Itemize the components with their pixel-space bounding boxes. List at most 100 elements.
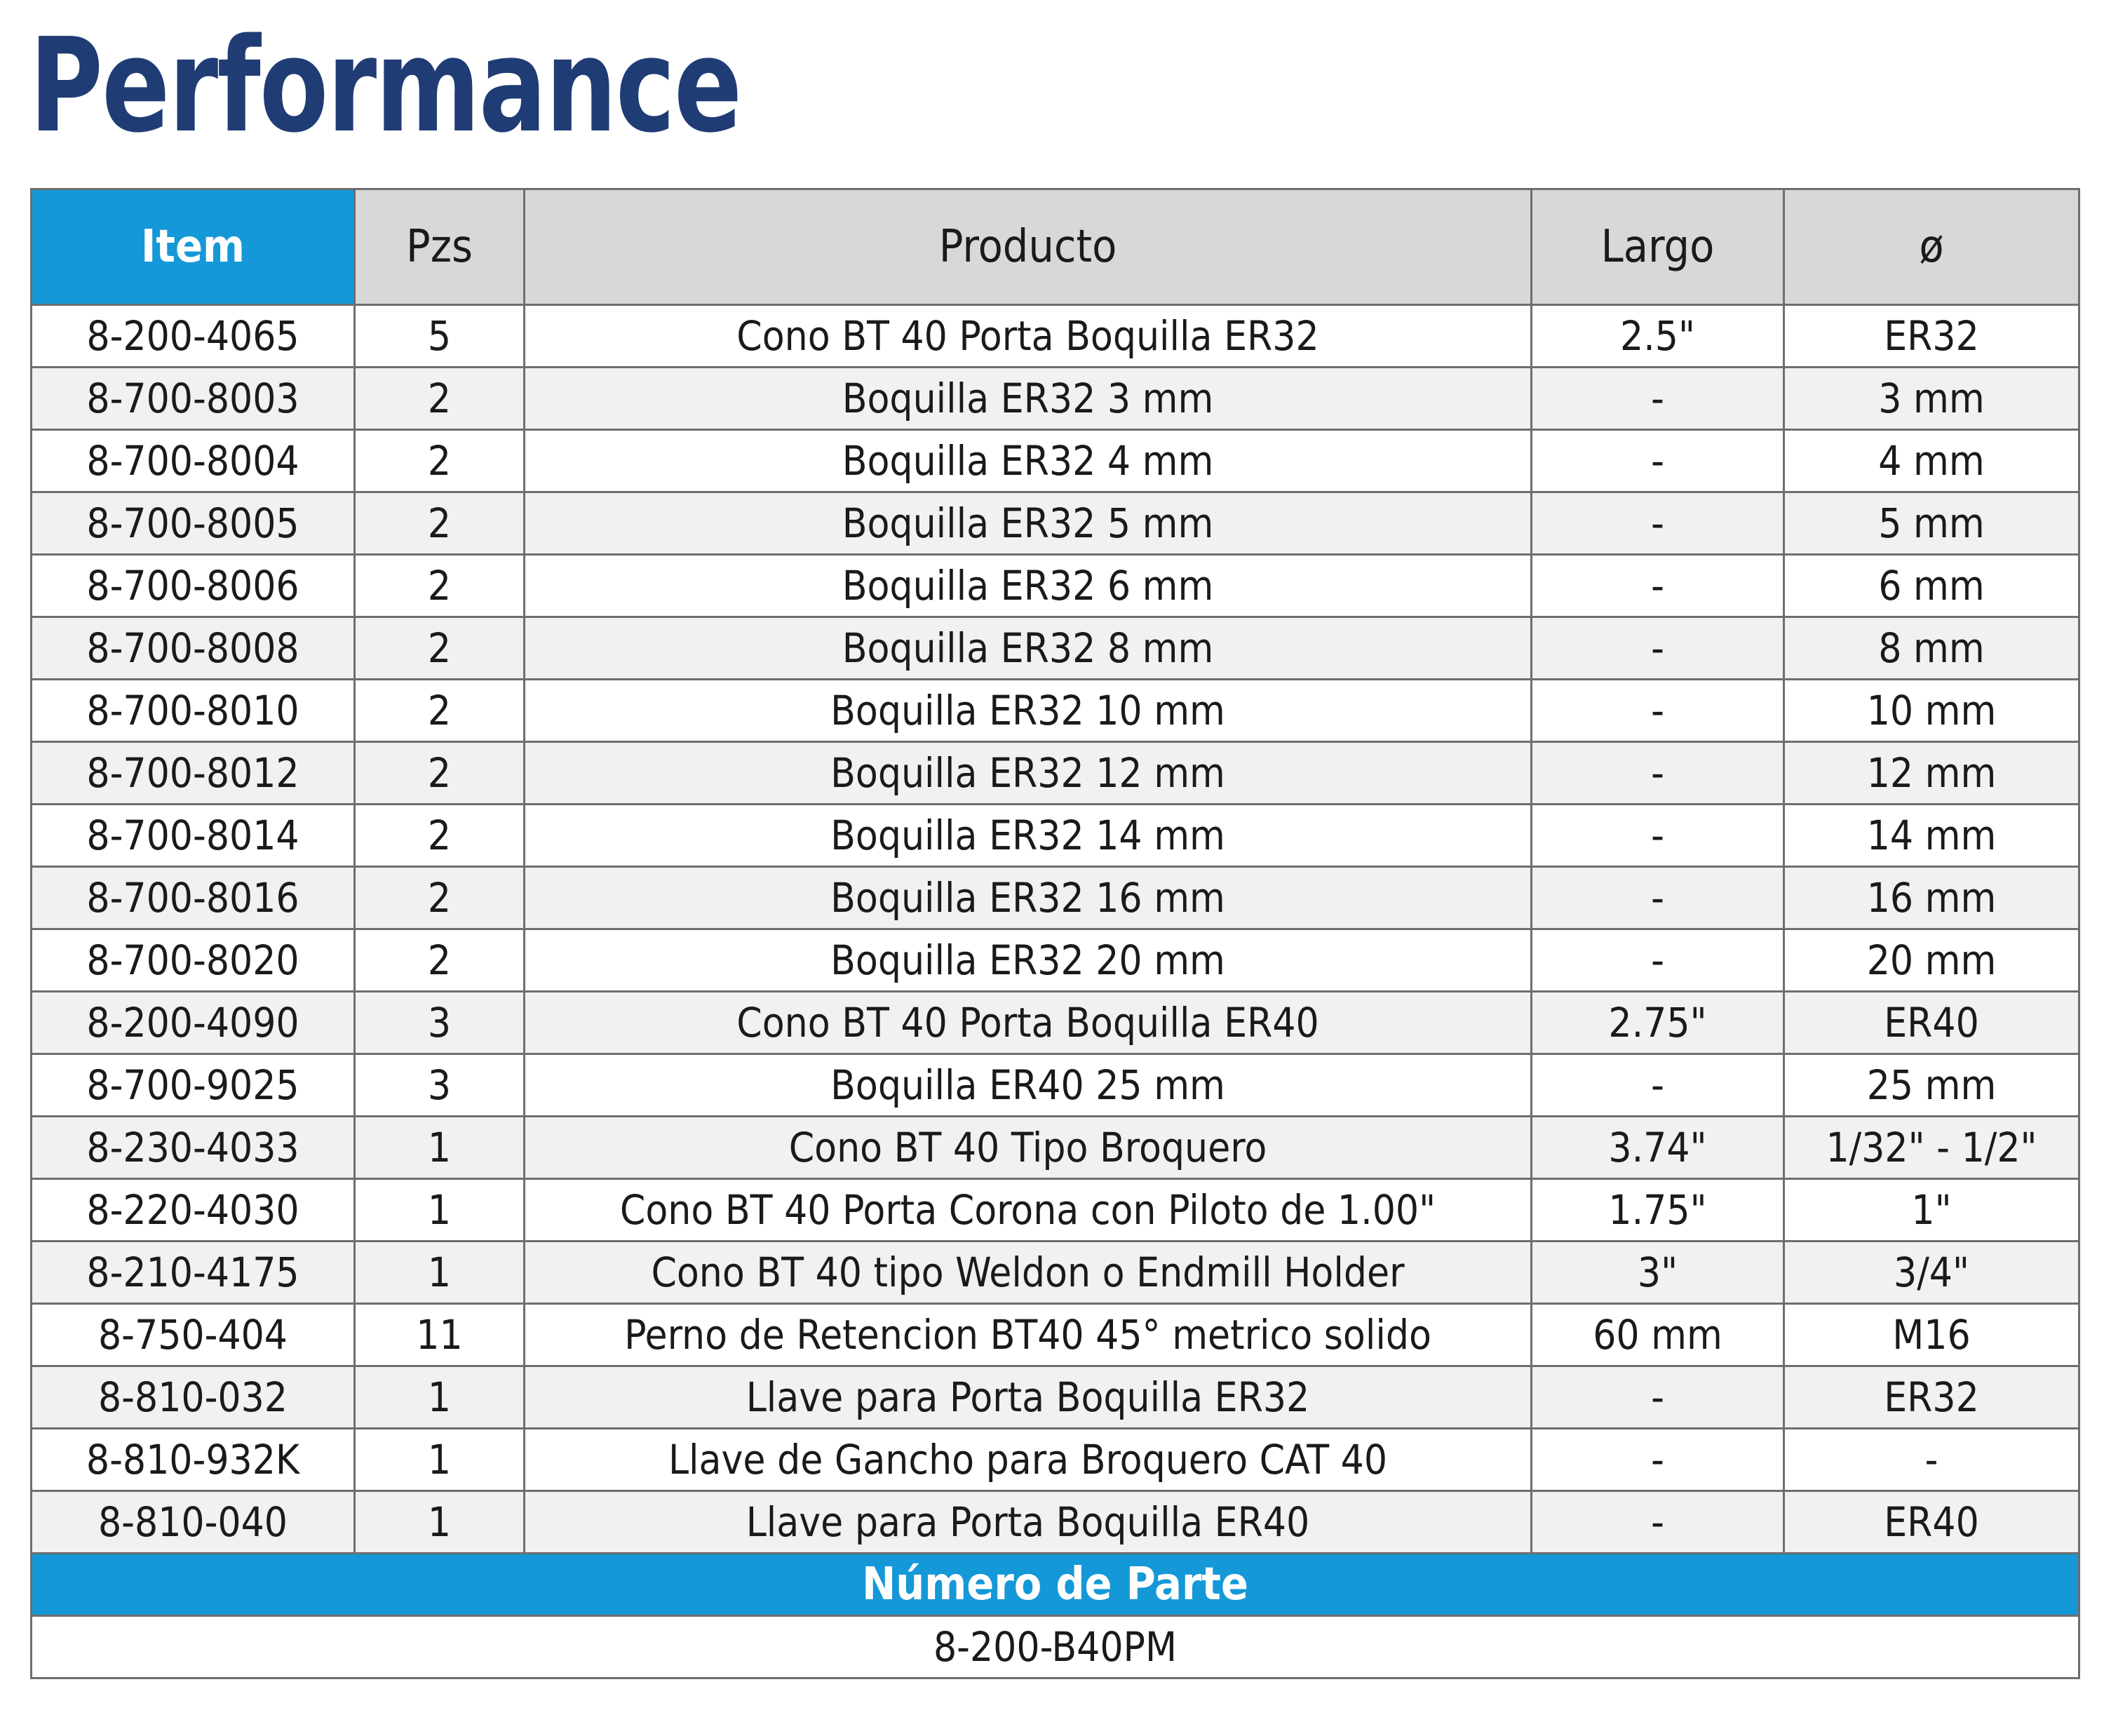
table-row: 8-200-4065 5 Cono BT 40 Porta Boquilla ER3… bbox=[30, 304, 2080, 368]
cell-producto: Llave para Porta Boquilla ER40 bbox=[523, 1490, 1532, 1554]
cell-item: 8-230-4033 bbox=[30, 1115, 356, 1180]
cell-pzs: 2 bbox=[353, 866, 525, 930]
cell-producto: Boquilla ER32 6 mm bbox=[523, 553, 1532, 618]
table-row: 8-810-932K 1 Llave de Gancho para Broquero… bbox=[30, 1427, 2080, 1492]
cell-producto: Perno de Retencion BT40 45° metrico soli… bbox=[523, 1303, 1532, 1367]
cell-pzs: 1 bbox=[353, 1365, 525, 1429]
table-row: 8-700-8016 2 Boquilla ER32 16 mm -16 mm bbox=[30, 866, 2080, 930]
cell-producto: Cono BT 40 Porta Corona con Piloto de 1.… bbox=[523, 1178, 1532, 1242]
cell-largo: - bbox=[1530, 741, 1785, 805]
cell-largo: 2.5" bbox=[1530, 304, 1785, 368]
cell-diametro: ER32 bbox=[1783, 304, 2080, 368]
cell-pzs: 3 bbox=[353, 990, 525, 1055]
cell-largo: 3.74" bbox=[1530, 1115, 1785, 1180]
table-row: 8-810-040 1 Llave para Porta Boquilla ER40… bbox=[30, 1490, 2080, 1554]
cell-item: 8-700-8004 bbox=[30, 429, 356, 493]
cell-pzs: 2 bbox=[353, 429, 525, 493]
cell-largo: 2.75" bbox=[1530, 990, 1785, 1055]
cell-producto: Boquilla ER40 25 mm bbox=[523, 1053, 1532, 1117]
cell-pzs: 5 bbox=[353, 304, 525, 368]
table-row: 8-700-8005 2 Boquilla ER32 5 mm -5 mm bbox=[30, 491, 2080, 556]
cell-diametro: 8 mm bbox=[1783, 616, 2080, 680]
cell-diametro: 5 mm bbox=[1783, 491, 2080, 556]
cell-pzs: 2 bbox=[353, 803, 525, 868]
cell-diametro: ER40 bbox=[1783, 1490, 2080, 1554]
cell-largo: - bbox=[1530, 366, 1785, 431]
cell-producto: Boquilla ER32 20 mm bbox=[523, 928, 1532, 993]
header-producto: Producto bbox=[523, 188, 1532, 306]
header-diametro: ø bbox=[1783, 188, 2080, 306]
part-number-label: Número de Parte bbox=[30, 1552, 2080, 1617]
cell-largo: 60 mm bbox=[1530, 1303, 1785, 1367]
cell-diametro: 20 mm bbox=[1783, 928, 2080, 993]
table-row: 8-810-032 1 Llave para Porta Boquilla ER32… bbox=[30, 1365, 2080, 1429]
cell-pzs: 3 bbox=[353, 1053, 525, 1117]
cell-pzs: 2 bbox=[353, 678, 525, 743]
table-row: 8-700-8010 2 Boquilla ER32 10 mm -10 mm bbox=[30, 678, 2080, 743]
table-row: 8-750-404 11 Perno de Retencion BT40 45° m… bbox=[30, 1303, 2080, 1367]
cell-item: 8-200-4090 bbox=[30, 990, 356, 1055]
cell-largo: - bbox=[1530, 866, 1785, 930]
table-row: 8-700-8008 2 Boquilla ER32 8 mm -8 mm bbox=[30, 616, 2080, 680]
cell-item: 8-700-8010 bbox=[30, 678, 356, 743]
cell-producto: Llave para Porta Boquilla ER32 bbox=[523, 1365, 1532, 1429]
cell-producto: Boquilla ER32 3 mm bbox=[523, 366, 1532, 431]
cell-pzs: 2 bbox=[353, 741, 525, 805]
cell-item: 8-200-4065 bbox=[30, 304, 356, 368]
cell-diametro: 14 mm bbox=[1783, 803, 2080, 868]
table-row: 8-700-8004 2 Boquilla ER32 4 mm -4 mm bbox=[30, 429, 2080, 493]
cell-pzs: 11 bbox=[353, 1303, 525, 1367]
cell-pzs: 2 bbox=[353, 491, 525, 556]
cell-item: 8-700-8016 bbox=[30, 866, 356, 930]
page-title: Performance bbox=[29, 10, 742, 161]
cell-diametro: 16 mm bbox=[1783, 866, 2080, 930]
header-pzs: Pzs bbox=[353, 188, 525, 306]
cell-largo: - bbox=[1530, 1053, 1785, 1117]
cell-producto: Cono BT 40 tipo Weldon o Endmill Holder bbox=[523, 1240, 1532, 1305]
part-number-value-row: 8-200-B40PM bbox=[30, 1615, 2080, 1679]
header-largo: Largo bbox=[1530, 188, 1785, 306]
cell-diametro: 12 mm bbox=[1783, 741, 2080, 805]
cell-pzs: 2 bbox=[353, 366, 525, 431]
cell-item: 8-220-4030 bbox=[30, 1178, 356, 1242]
cell-producto: Cono BT 40 Tipo Broquero bbox=[523, 1115, 1532, 1180]
cell-pzs: 1 bbox=[353, 1490, 525, 1554]
table-row: 8-700-8012 2 Boquilla ER32 12 mm -12 mm bbox=[30, 741, 2080, 805]
cell-diametro: 1/32" - 1/2" bbox=[1783, 1115, 2080, 1180]
cell-item: 8-810-932K bbox=[30, 1427, 356, 1492]
table-row: 8-700-9025 3 Boquilla ER40 25 mm -25 mm bbox=[30, 1053, 2080, 1117]
cell-pzs: 2 bbox=[353, 553, 525, 618]
cell-largo: - bbox=[1530, 678, 1785, 743]
cell-pzs: 2 bbox=[353, 928, 525, 993]
cell-largo: - bbox=[1530, 1365, 1785, 1429]
table-row: 8-700-8003 2 Boquilla ER32 3 mm -3 mm bbox=[30, 366, 2080, 431]
cell-diametro: 25 mm bbox=[1783, 1053, 2080, 1117]
table-row: 8-210-4175 1 Cono BT 40 tipo Weldon o Endm… bbox=[30, 1240, 2080, 1305]
cell-diametro: ER40 bbox=[1783, 990, 2080, 1055]
cell-largo: - bbox=[1530, 803, 1785, 868]
cell-largo: 1.75" bbox=[1530, 1178, 1785, 1242]
cell-item: 8-700-9025 bbox=[30, 1053, 356, 1117]
cell-diametro: 4 mm bbox=[1783, 429, 2080, 493]
cell-largo: - bbox=[1530, 928, 1785, 993]
cell-largo: - bbox=[1530, 553, 1785, 618]
cell-item: 8-700-8020 bbox=[30, 928, 356, 993]
table-row: 8-700-8014 2 Boquilla ER32 14 mm -14 mm bbox=[30, 803, 2080, 868]
parts-table: Item Pzs Producto Largo ø 8-200-4065 5 Con… bbox=[30, 188, 2080, 1679]
table-row: 8-700-8020 2 Boquilla ER32 20 mm -20 mm bbox=[30, 928, 2080, 993]
cell-producto: Boquilla ER32 8 mm bbox=[523, 616, 1532, 680]
cell-producto: Cono BT 40 Porta Boquilla ER40 bbox=[523, 990, 1532, 1055]
cell-largo: - bbox=[1530, 491, 1785, 556]
part-number-value: 8-200-B40PM bbox=[30, 1615, 2080, 1679]
cell-diametro: M16 bbox=[1783, 1303, 2080, 1367]
header-item: Item bbox=[30, 188, 356, 306]
cell-pzs: 1 bbox=[353, 1240, 525, 1305]
cell-diametro: 3/4" bbox=[1783, 1240, 2080, 1305]
part-number-label-row: Número de Parte bbox=[30, 1552, 2080, 1617]
cell-producto: Llave de Gancho para Broquero CAT 40 bbox=[523, 1427, 1532, 1492]
table-row: 8-700-8006 2 Boquilla ER32 6 mm -6 mm bbox=[30, 553, 2080, 618]
cell-item: 8-810-032 bbox=[30, 1365, 356, 1429]
cell-item: 8-810-040 bbox=[30, 1490, 356, 1554]
cell-item: 8-700-8014 bbox=[30, 803, 356, 868]
cell-pzs: 1 bbox=[353, 1178, 525, 1242]
